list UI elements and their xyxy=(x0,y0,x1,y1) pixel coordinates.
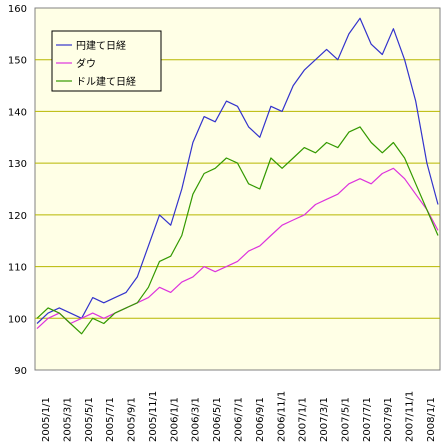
x-tick-label: 2006/11/1 xyxy=(276,391,287,442)
y-tick-label: 110 xyxy=(8,263,27,274)
x-tick-label: 2005/1/1 xyxy=(41,397,52,442)
x-tick-label: 2005/9/1 xyxy=(127,397,138,442)
series-line-1 xyxy=(36,167,439,330)
x-tick-label: 2006/3/1 xyxy=(191,397,202,442)
y-tick-label: 130 xyxy=(8,159,27,170)
series-lines xyxy=(36,17,439,335)
x-tick-label: 2005/3/1 xyxy=(62,397,73,442)
x-tick-label: 2006/9/1 xyxy=(255,397,266,442)
x-tick-label: 2006/5/1 xyxy=(212,397,223,442)
x-tick-label: 2007/3/1 xyxy=(319,397,330,442)
x-tick-label: 2005/7/1 xyxy=(105,397,116,442)
x-tick-label: 2007/11/1 xyxy=(405,391,416,442)
series-line-2 xyxy=(36,126,439,335)
y-tick-label: 120 xyxy=(8,211,27,222)
x-tick-label: 2005/11/1 xyxy=(148,391,159,442)
legend-label-2: ドル建て日経 xyxy=(76,75,136,88)
x-tick-label: 2007/9/1 xyxy=(383,397,394,442)
legend: 円建て日経 ダウ ドル建て日経 xyxy=(51,30,162,92)
x-axis-ticks: 2005/1/1 2005/3/1 2005/5/1 2005/7/1 2005/9/1… xyxy=(41,391,437,442)
legend-label-0: 円建て日経 xyxy=(76,39,126,52)
y-tick-label: 160 xyxy=(8,4,27,15)
series-line-0 xyxy=(36,17,439,324)
y-tick-label: 90 xyxy=(14,366,27,377)
legend-box xyxy=(51,30,162,92)
x-tick-label: 2007/7/1 xyxy=(362,397,373,442)
x-tick-label: 2006/7/1 xyxy=(234,397,245,442)
y-tick-label: 100 xyxy=(8,314,27,325)
y-tick-label: 140 xyxy=(8,107,27,118)
x-tick-label: 2007/5/1 xyxy=(340,397,351,442)
legend-label-1: ダウ xyxy=(76,57,96,70)
y-tick-label: 150 xyxy=(8,56,27,67)
x-tick-label: 2007/1/1 xyxy=(298,397,309,442)
y-axis-ticks: 90 100 110 120 130 140 150 160 xyxy=(8,4,27,377)
x-tick-label: 2005/5/1 xyxy=(84,397,95,442)
x-tick-label: 2006/1/1 xyxy=(169,397,180,442)
x-tick-label: 2008/1/1 xyxy=(426,397,437,442)
